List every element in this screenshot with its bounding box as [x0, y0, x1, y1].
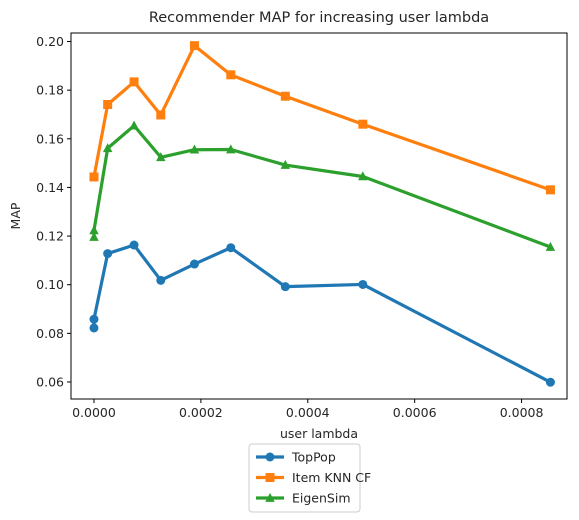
data-point — [280, 91, 290, 101]
data-point — [265, 452, 275, 462]
data-point — [129, 240, 139, 250]
data-point — [102, 143, 113, 153]
data-point — [265, 492, 275, 502]
data-point — [89, 323, 99, 333]
y-tick-label: 0.14 — [36, 180, 64, 195]
x-tick-label: 0.0002 — [179, 405, 223, 420]
y-tick-label: 0.12 — [36, 229, 64, 244]
data-point — [358, 171, 368, 181]
series-item-knn-cf — [89, 41, 555, 195]
y-tick-label: 0.10 — [36, 277, 64, 292]
data-point — [89, 225, 99, 235]
legend-box — [248, 443, 361, 513]
data-point — [545, 185, 555, 195]
y-tick-label: 0.08 — [36, 326, 64, 341]
y-tick-label: 0.06 — [36, 374, 64, 389]
plot-frame — [70, 32, 568, 400]
y-axis-label: MAP — [8, 202, 23, 229]
x-axis-label: user lambda — [280, 426, 358, 441]
data-point — [226, 144, 236, 154]
data-point — [89, 231, 99, 241]
data-point — [103, 249, 113, 259]
y-tick-label: 0.18 — [36, 83, 64, 98]
data-point — [156, 110, 166, 120]
data-point — [129, 77, 139, 87]
legend-item: EigenSim — [256, 491, 351, 506]
x-tick-label: 0.0008 — [500, 405, 544, 420]
series-line — [92, 124, 553, 249]
data-point — [358, 279, 368, 289]
x-tick-label: 0.0000 — [72, 405, 116, 420]
data-point — [189, 259, 199, 269]
data-point — [545, 241, 556, 251]
legend-label: Item KNN CF — [292, 470, 371, 485]
data-point — [156, 275, 166, 285]
series-toppop — [89, 240, 555, 387]
x-tick-label: 0.0004 — [286, 405, 330, 420]
chart-title: Recommender MAP for increasing user lamb… — [149, 10, 489, 26]
data-point — [89, 314, 99, 324]
data-point — [226, 70, 236, 80]
legend-label: EigenSim — [292, 491, 351, 506]
y-tick-label: 0.20 — [36, 34, 64, 49]
data-point — [89, 172, 99, 182]
data-point — [545, 377, 555, 387]
data-point — [358, 119, 368, 129]
data-point — [265, 473, 275, 482]
data-point — [103, 99, 113, 109]
data-point — [129, 120, 139, 130]
y-tick-label: 0.16 — [36, 131, 64, 146]
legend-label: TopPop — [291, 450, 336, 465]
data-point — [226, 243, 236, 253]
data-point — [189, 41, 199, 51]
data-point — [189, 144, 200, 154]
legend-item: TopPop — [256, 450, 336, 465]
data-point — [156, 152, 166, 162]
x-tick-label: 0.0006 — [393, 405, 437, 420]
data-point — [280, 282, 290, 292]
series-line — [92, 243, 553, 384]
legend-item: Item KNN CF — [256, 470, 371, 485]
data-point — [280, 159, 291, 169]
series-eigensim — [89, 120, 556, 251]
